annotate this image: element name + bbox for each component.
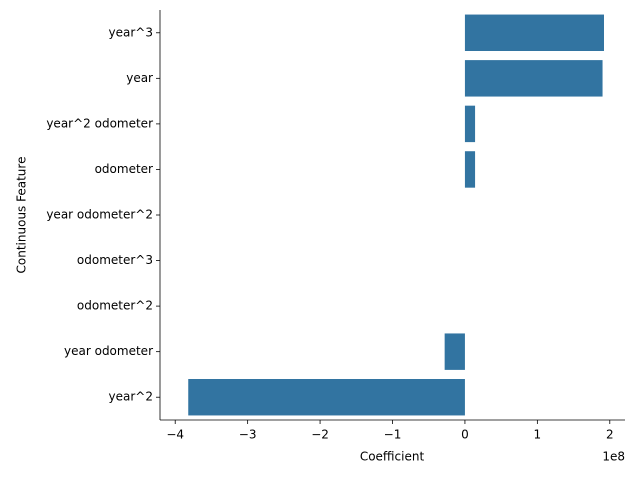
x-axis-label: Coefficient <box>360 450 425 464</box>
y-tick-label: odometer^3 <box>77 253 153 267</box>
y-tick-label: odometer^2 <box>77 299 153 313</box>
y-tick-label: year^3 <box>109 25 153 39</box>
x-tick-label: −1 <box>384 428 402 442</box>
y-tick-label: odometer <box>95 162 153 176</box>
bar <box>464 14 604 51</box>
bar <box>188 379 465 416</box>
y-tick-label: year^2 odometer <box>46 116 153 130</box>
y-tick-label: year <box>126 71 153 85</box>
y-tick-label: year^2 <box>109 390 153 404</box>
x-tick-label: −3 <box>239 428 257 442</box>
x-tick-label: 0 <box>461 428 469 442</box>
bar <box>464 105 476 143</box>
x-tick-label: 2 <box>606 428 614 442</box>
x-tick-label: −2 <box>311 428 329 442</box>
bar <box>464 60 603 97</box>
x-tick-label: 1 <box>534 428 542 442</box>
x-tick-label: −4 <box>166 428 184 442</box>
y-tick-label: year odometer^2 <box>46 208 153 222</box>
bar <box>464 151 476 188</box>
y-tick-label: year odometer <box>64 344 153 358</box>
x-offset-label: 1e8 <box>602 450 625 464</box>
bar <box>444 333 465 370</box>
y-axis-label: Continuous Feature <box>15 157 29 274</box>
